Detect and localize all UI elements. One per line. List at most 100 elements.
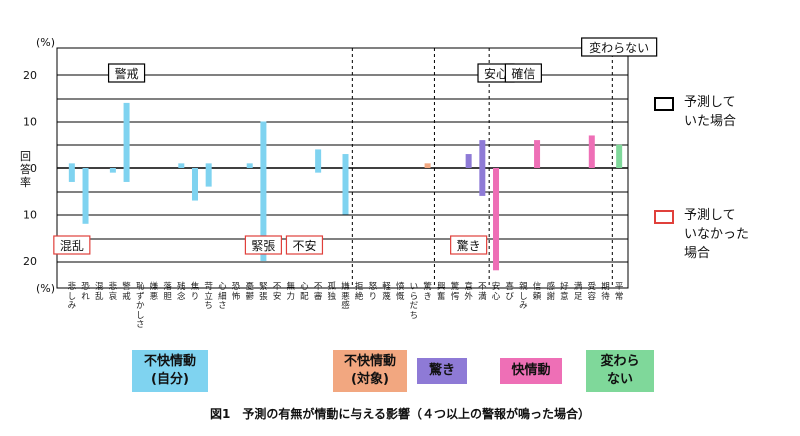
legend-label: 予測して いなかった 場合	[684, 208, 750, 261]
x-tick-label: 軽蔑	[382, 282, 391, 302]
annotation-box	[53, 235, 91, 255]
x-tick-label: 悲しみ	[67, 282, 77, 312]
x-tick-label: 驚愕	[450, 282, 460, 302]
x-tick-label: 悲哀	[108, 282, 118, 302]
x-tick-label: 残念	[177, 282, 186, 302]
annotation-box	[504, 63, 542, 83]
x-tick-label: 恥ずかしさ	[135, 282, 145, 331]
bar-predicted	[479, 140, 486, 168]
x-tick-label: 好意	[560, 282, 569, 302]
bar-predicted	[205, 163, 212, 168]
bar-predicted	[424, 163, 431, 168]
x-tick-label: 驚き	[423, 282, 432, 302]
x-tick-label: 孤独	[327, 282, 337, 302]
bar-predicted	[588, 135, 595, 168]
group-legend-item: 不快情動 (自分)	[132, 350, 208, 392]
y-tick-label: 20	[23, 255, 37, 268]
x-tick-label: 心細さ	[218, 282, 227, 312]
bar-unpredicted	[479, 168, 486, 196]
y-tick-label: 10	[23, 116, 37, 129]
legend-swatch	[654, 97, 674, 111]
legend-label: 予測して いた場合	[684, 95, 737, 129]
annotation-label: 警戒	[115, 66, 139, 81]
bar-unpredicted	[109, 168, 116, 173]
annotation-label: 驚き	[457, 238, 481, 253]
bar-unpredicted	[493, 168, 500, 271]
group-legend-item: 不快情動 (対象)	[333, 350, 407, 392]
x-tick-label: 心配	[300, 282, 309, 302]
y-tick-label: 10	[23, 209, 37, 222]
y-unit-top: (%)	[36, 36, 56, 49]
group-legend-item: 快情動	[500, 358, 562, 384]
annotation-label: 変わらない	[589, 40, 649, 55]
x-tick-label: 焦り	[190, 282, 200, 302]
figure-caption: 図1 予測の有無が情動に与える影響（４つ以上の警報が鳴った場合）	[210, 407, 590, 421]
group-legend-item: 変わら ない	[586, 350, 654, 392]
bar-predicted	[123, 102, 130, 168]
x-tick-label: 満足	[573, 282, 583, 302]
x-tick-label: 感謝	[546, 282, 555, 302]
legend-swatch	[654, 210, 674, 224]
x-tick-label: 受容	[587, 282, 597, 302]
x-tick-label: 混乱	[94, 282, 104, 302]
x-tick-label: 憂鬱	[245, 282, 254, 302]
x-tick-label: 意外	[464, 282, 473, 302]
x-tick-label: 落胆	[163, 282, 172, 302]
x-tick-label: 不満	[478, 282, 487, 302]
annotation-label: 確信	[511, 66, 535, 81]
bar-unpredicted	[123, 168, 130, 182]
bar-predicted	[246, 163, 253, 168]
bar-predicted	[465, 154, 472, 168]
annotation-label: 安心	[484, 66, 508, 81]
annotation-box	[107, 63, 146, 83]
x-tick-label: 安心	[491, 282, 501, 302]
y-tick-label: 20	[23, 69, 37, 82]
annotation-box	[285, 235, 324, 255]
annotation-label: 不安	[292, 238, 316, 253]
bar-unpredicted	[68, 168, 75, 182]
bar-predicted	[534, 140, 541, 168]
x-tick-label: 苛立ち	[204, 282, 213, 312]
annotation-box	[581, 37, 658, 57]
x-tick-label: 不安	[272, 282, 282, 302]
bar-predicted	[260, 121, 267, 168]
y-tick-label: 0	[30, 162, 37, 175]
x-tick-label: 嫌悪	[149, 282, 159, 302]
x-tick-label: 親しみ	[519, 282, 528, 312]
bar-predicted	[616, 144, 623, 168]
x-tick-label: 信頼	[532, 282, 542, 302]
x-tick-label: 恐怖	[231, 282, 241, 302]
y-unit-bottom: (%)	[36, 282, 56, 295]
bar-predicted	[68, 163, 75, 168]
bar-unpredicted	[205, 168, 212, 187]
x-tick-label: 警戒	[122, 282, 131, 302]
bar-predicted	[342, 154, 349, 168]
x-tick-label: 憤慨	[395, 282, 405, 302]
bar-unpredicted	[191, 168, 198, 201]
x-tick-label: 無力	[286, 282, 296, 302]
x-tick-label: 平常	[614, 282, 624, 302]
x-tick-label: 期待	[601, 282, 610, 302]
annotation-box	[244, 235, 283, 255]
x-tick-label: 恐れ	[81, 282, 90, 302]
bar-unpredicted	[342, 168, 349, 215]
x-tick-label: 不審	[313, 282, 323, 302]
x-tick-label: 喜び	[505, 282, 514, 302]
bar-predicted	[178, 163, 185, 168]
x-tick-label: いらだち	[409, 282, 419, 321]
annotation-box	[450, 235, 488, 255]
x-tick-label: 緊張	[259, 282, 268, 302]
x-tick-label: 興奮	[437, 282, 446, 302]
x-tick-label: 拒絶	[354, 282, 364, 302]
bar-unpredicted	[82, 168, 89, 224]
bar-unpredicted	[315, 168, 322, 173]
x-tick-label: 嫌悪感	[341, 282, 350, 312]
bar-unpredicted	[260, 168, 267, 261]
annotation-label: 混乱	[60, 239, 84, 253]
bar-predicted	[315, 149, 322, 168]
y-axis-label: 回答率	[20, 150, 31, 189]
x-tick-label: 怒り	[368, 282, 378, 302]
annotation-label: 緊張	[251, 239, 275, 253]
group-legend-item: 驚き	[417, 358, 467, 384]
